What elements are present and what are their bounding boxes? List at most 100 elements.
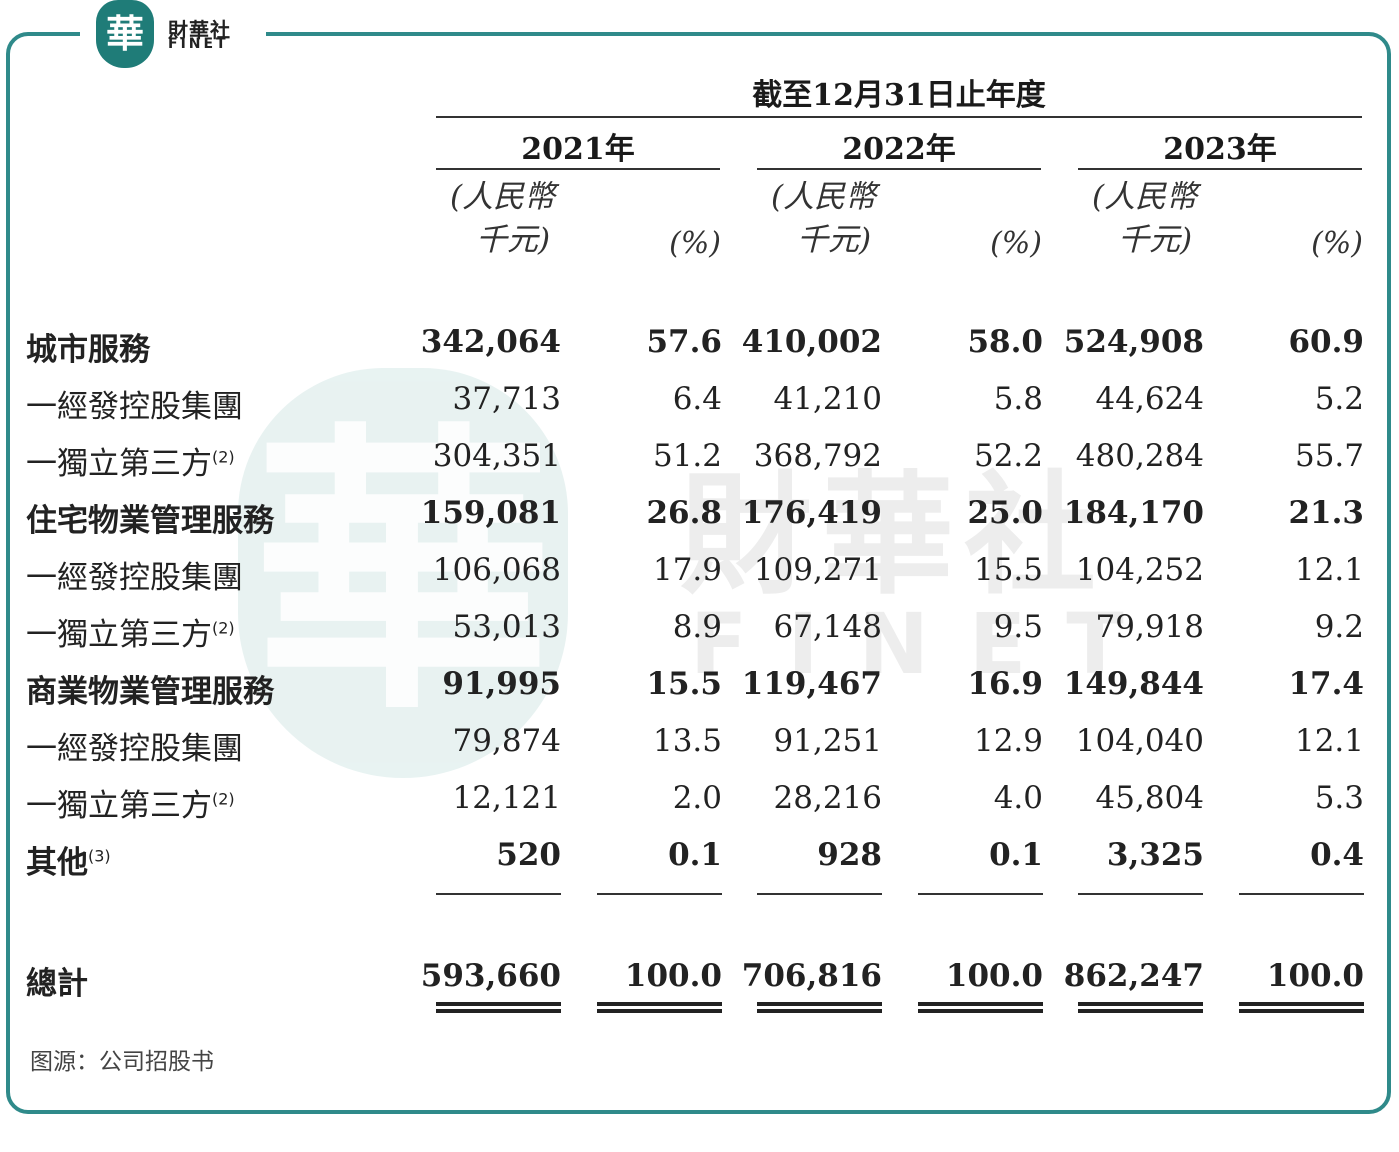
period-rule <box>436 116 1362 118</box>
row-label-text: 住宅物業管理服務 <box>26 503 274 539</box>
table-cell: 106,068 <box>432 552 561 588</box>
logo-name-en: FINET <box>168 36 229 52</box>
table-cell: 184,170 <box>1063 495 1204 531</box>
row-label-text: 一獨立第三方 <box>26 617 212 653</box>
year-2021-heading: 2021年 <box>521 132 635 167</box>
row-label-text: 一獨立第三方 <box>26 788 212 824</box>
table-cell: 25.0 <box>967 495 1043 531</box>
table-cell: 45,804 <box>1095 780 1204 816</box>
table-cell: 8.9 <box>672 609 722 645</box>
total-cell: 862,247 <box>1063 958 1204 994</box>
table-cell: 176,419 <box>741 495 882 531</box>
total-double-rule <box>1239 1002 1364 1013</box>
total-cell: 100.0 <box>945 958 1043 994</box>
total-double-rule <box>757 1002 882 1013</box>
watermark-name-en: FINET <box>690 595 1164 693</box>
subtotal-rule <box>757 893 882 895</box>
table-cell: 928 <box>817 837 882 873</box>
finet-logo-icon: 華 <box>96 0 154 68</box>
table-cell: 17.9 <box>652 552 722 588</box>
watermark-name-cn: 財華社 <box>680 459 1106 613</box>
table-cell: 304,351 <box>432 438 561 474</box>
total-double-rule <box>597 1002 722 1013</box>
table-cell: 5.3 <box>1314 780 1364 816</box>
pct-label: (%) <box>990 226 1042 261</box>
row-label-text: 城市服務 <box>26 332 150 368</box>
row-label-text: 一經發控股集團 <box>26 560 243 596</box>
subtotal-rule <box>436 893 561 895</box>
total-double-rule <box>918 1002 1043 1013</box>
table-cell: 4.0 <box>993 780 1043 816</box>
table-cell: 410,002 <box>741 324 882 360</box>
table-cell: 368,792 <box>753 438 882 474</box>
year-rule <box>1078 168 1362 170</box>
table-cell: 9.5 <box>993 609 1043 645</box>
table-cell: 149,844 <box>1063 666 1204 702</box>
table-cell: 52.2 <box>973 438 1043 474</box>
logo-name-cn: 財華社 <box>168 18 231 42</box>
table-cell: 9.2 <box>1314 609 1364 645</box>
row-label-text: 其他 <box>26 845 88 881</box>
total-label: 總計 <box>26 966 88 1002</box>
row-label: 城市服務 <box>26 324 150 369</box>
table-cell: 5.2 <box>1314 381 1364 417</box>
total-double-rule <box>436 1002 561 1013</box>
unit-label: (人民幣 千元) <box>771 179 877 258</box>
table-cell: 159,081 <box>420 495 561 531</box>
row-label-text: 一經發控股集團 <box>26 389 243 425</box>
row-label: 一獨立第三方(2) <box>26 609 235 654</box>
table-cell: 37,713 <box>452 381 561 417</box>
table-cell: 119,467 <box>741 666 882 702</box>
table-cell: 79,918 <box>1095 609 1204 645</box>
table-cell: 60.9 <box>1288 324 1364 360</box>
table-cell: 57.6 <box>646 324 722 360</box>
row-label: 一獨立第三方(2) <box>26 438 235 483</box>
table-cell: 5.8 <box>993 381 1043 417</box>
row-label-text: 一獨立第三方 <box>26 446 212 482</box>
pct-label: (%) <box>669 226 721 261</box>
year-2022-heading: 2022年 <box>842 132 956 167</box>
table-cell: 0.1 <box>668 837 722 873</box>
total-double-rule <box>1078 1002 1203 1013</box>
table-cell: 109,271 <box>753 552 882 588</box>
row-label: 一獨立第三方(2) <box>26 780 235 825</box>
table-cell: 15.5 <box>646 666 722 702</box>
table-cell: 91,995 <box>442 666 561 702</box>
row-label: 一經發控股集團 <box>26 723 243 768</box>
table-cell: 480,284 <box>1075 438 1204 474</box>
table-cell: 12,121 <box>452 780 561 816</box>
footnote-ref: (3) <box>88 846 111 866</box>
table-cell: 58.0 <box>967 324 1043 360</box>
unit-label: (人民幣 千元) <box>1092 179 1198 258</box>
total-cell: 100.0 <box>624 958 722 994</box>
row-label: 其他(3) <box>26 837 111 882</box>
table-cell: 55.7 <box>1294 438 1364 474</box>
table-cell: 520 <box>496 837 561 873</box>
table-cell: 342,064 <box>420 324 561 360</box>
unit-label: (人民幣 千元) <box>450 179 556 258</box>
year-2023-heading: 2023年 <box>1163 132 1277 167</box>
row-label-text: 商業物業管理服務 <box>26 674 274 710</box>
row-label: 住宅物業管理服務 <box>26 495 274 540</box>
table-cell: 12.1 <box>1294 723 1364 759</box>
year-rule <box>436 168 720 170</box>
footnote-ref: (2) <box>212 789 235 809</box>
table-cell: 15.5 <box>973 552 1043 588</box>
table-cell: 51.2 <box>652 438 722 474</box>
subtotal-rule <box>1239 893 1364 895</box>
table-cell: 41,210 <box>773 381 882 417</box>
row-label: 商業物業管理服務 <box>26 666 274 711</box>
table-cell: 44,624 <box>1095 381 1204 417</box>
footnote-ref: (2) <box>212 618 235 638</box>
table-cell: 53,013 <box>452 609 561 645</box>
table-cell: 0.4 <box>1310 837 1364 873</box>
source-note: 图源：公司招股书 <box>30 1049 214 1075</box>
row-label: 一經發控股集團 <box>26 552 243 597</box>
subtotal-rule <box>597 893 722 895</box>
table-cell: 13.5 <box>652 723 722 759</box>
table-cell: 6.4 <box>672 381 722 417</box>
table-cell: 28,216 <box>773 780 882 816</box>
table-cell: 104,040 <box>1075 723 1204 759</box>
table-cell: 524,908 <box>1063 324 1204 360</box>
total-cell: 100.0 <box>1266 958 1364 994</box>
